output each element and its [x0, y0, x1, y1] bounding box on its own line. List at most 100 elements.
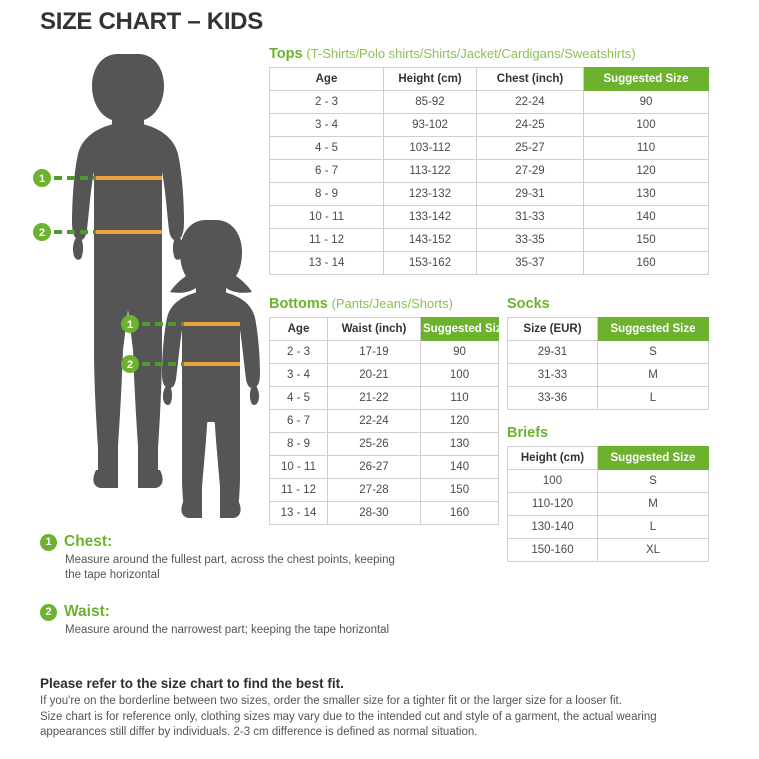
table-row: 4 - 5 21-22 110	[269, 385, 499, 410]
girl-silhouette	[162, 220, 260, 518]
table-cell: 120	[420, 408, 499, 433]
bottoms-caption-sub: (Pants/Jeans/Shorts)	[331, 296, 453, 311]
table-row: 33-36 L	[507, 385, 709, 410]
column-header: Age	[269, 66, 384, 91]
table-row: 4 - 5 103-112 25-27 110	[269, 135, 709, 160]
girl-chest-tape	[182, 322, 240, 326]
svg-text:2: 2	[127, 359, 133, 371]
tops-caption: Tops (T-Shirts/Polo shirts/Shirts/Jacket…	[269, 46, 709, 63]
table-cell: 31-33	[507, 362, 598, 387]
table-cell: 113-122	[383, 158, 477, 183]
table-header-row: Age Waist (inch) Suggested Size	[269, 316, 508, 341]
girl-waist-badge: 2	[121, 355, 139, 373]
table-cell: 100	[583, 112, 709, 137]
table-cell: 33-35	[476, 227, 584, 252]
table-row: 110-120 M	[507, 491, 709, 516]
table-cell: 100	[507, 468, 598, 493]
legend-title-waist: Waist:	[64, 603, 110, 620]
table-row: 100 S	[507, 468, 709, 493]
bottoms-table: Age Waist (inch) Suggested Size 2 - 3 17-19…	[269, 316, 508, 525]
table-header-row: Height (cm) Suggested Size	[507, 445, 709, 470]
table-row: 130-140 L	[507, 514, 709, 539]
table-cell: 33-36	[507, 385, 598, 410]
table-cell: 29-31	[507, 339, 598, 364]
table-cell: 21-22	[327, 385, 421, 410]
svg-text:1: 1	[127, 319, 133, 331]
table-cell: 10 - 11	[269, 204, 384, 229]
legend-badge-2: 2	[40, 603, 57, 621]
tops-table: Age Height (cm) Chest (inch) Suggested Size…	[269, 66, 709, 275]
table-cell: 8 - 9	[269, 181, 384, 206]
table-cell: 25-26	[327, 431, 421, 456]
table-cell: 13 - 14	[269, 250, 384, 275]
column-header: Size (EUR)	[507, 316, 598, 341]
socks-table-block: Socks Size (EUR) Suggested Size 29-31 S 31-…	[507, 296, 709, 410]
table-cell: 2 - 3	[269, 89, 384, 114]
column-header: Age	[269, 316, 328, 341]
legend-body-chest: Measure around the fullest part, across …	[65, 554, 395, 581]
table-row: 13 - 14 28-30 160	[269, 500, 499, 525]
column-header: Chest (inch)	[476, 66, 584, 91]
column-header: Suggested Size	[597, 316, 709, 341]
table-cell: 133-142	[383, 204, 477, 229]
table-cell: 6 - 7	[269, 158, 384, 183]
table-cell: 31-33	[476, 204, 584, 229]
table-row: 11 - 12 143-152 33-35 150	[269, 227, 709, 252]
table-cell: 20-21	[327, 362, 421, 387]
table-row: 3 - 4 20-21 100	[269, 362, 499, 387]
table-row: 8 - 9 25-26 130	[269, 431, 499, 456]
boy-waist-tape	[94, 230, 162, 234]
table-row: 31-33 M	[507, 362, 709, 387]
table-cell: 103-112	[383, 135, 477, 160]
table-row: 10 - 11 26-27 140	[269, 454, 499, 479]
table-cell: XL	[597, 537, 709, 562]
footer-line: appearances still differ by individuals.…	[40, 726, 478, 738]
table-cell: 3 - 4	[269, 112, 384, 137]
table-cell: 3 - 4	[269, 362, 328, 387]
table-cell: 85-92	[383, 89, 477, 114]
table-cell: 130	[583, 181, 709, 206]
socks-caption-main: Socks	[507, 296, 550, 312]
table-header-row: Size (EUR) Suggested Size	[507, 316, 709, 341]
table-row: 11 - 12 27-28 150	[269, 477, 499, 502]
table-row: 2 - 3 85-92 22-24 90	[269, 89, 709, 114]
legend-item-chest: 1 Chest: Measure around the fullest part…	[40, 533, 440, 583]
legend-item-waist: 2 Waist: Measure around the narrowest pa…	[40, 603, 440, 638]
table-cell: 2 - 3	[269, 339, 328, 364]
table-row: 3 - 4 93-102 24-25 100	[269, 112, 709, 137]
table-header-row: Age Height (cm) Chest (inch) Suggested Size	[269, 66, 709, 91]
svg-text:2: 2	[39, 227, 45, 239]
table-cell: S	[597, 339, 709, 364]
table-cell: 25-27	[476, 135, 584, 160]
table-cell: 6 - 7	[269, 408, 328, 433]
legend-body-waist: Measure around the narrowest part; keepi…	[65, 624, 390, 636]
table-cell: 10 - 11	[269, 454, 328, 479]
table-cell: 150	[420, 477, 499, 502]
table-cell: L	[597, 514, 709, 539]
table-cell: 8 - 9	[269, 431, 328, 456]
table-cell: 130-140	[507, 514, 598, 539]
table-row: 29-31 S	[507, 339, 709, 364]
column-header: Waist (inch)	[327, 316, 421, 341]
briefs-caption: Briefs	[507, 425, 709, 442]
table-cell: 26-27	[327, 454, 421, 479]
legend-head: 2 Waist:	[40, 603, 440, 621]
table-cell: 35-37	[476, 250, 584, 275]
table-cell: 27-28	[327, 477, 421, 502]
table-cell: M	[597, 491, 709, 516]
column-header: Suggested Size	[420, 316, 508, 341]
table-cell: 150-160	[507, 537, 598, 562]
table-cell: 123-132	[383, 181, 477, 206]
column-header: Height (cm)	[507, 445, 598, 470]
table-cell: 4 - 5	[269, 385, 328, 410]
table-row: 150-160 XL	[507, 537, 709, 562]
table-cell: 120	[583, 158, 709, 183]
footer-line: Size chart is for reference only, clothi…	[40, 710, 657, 723]
tops-table-block: Tops (T-Shirts/Polo shirts/Shirts/Jacket…	[269, 46, 709, 275]
table-cell: 13 - 14	[269, 500, 328, 525]
svg-text:1: 1	[39, 173, 45, 185]
table-cell: 93-102	[383, 112, 477, 137]
table-cell: 140	[583, 204, 709, 229]
table-cell: 28-30	[327, 500, 421, 525]
table-cell: 130	[420, 431, 499, 456]
